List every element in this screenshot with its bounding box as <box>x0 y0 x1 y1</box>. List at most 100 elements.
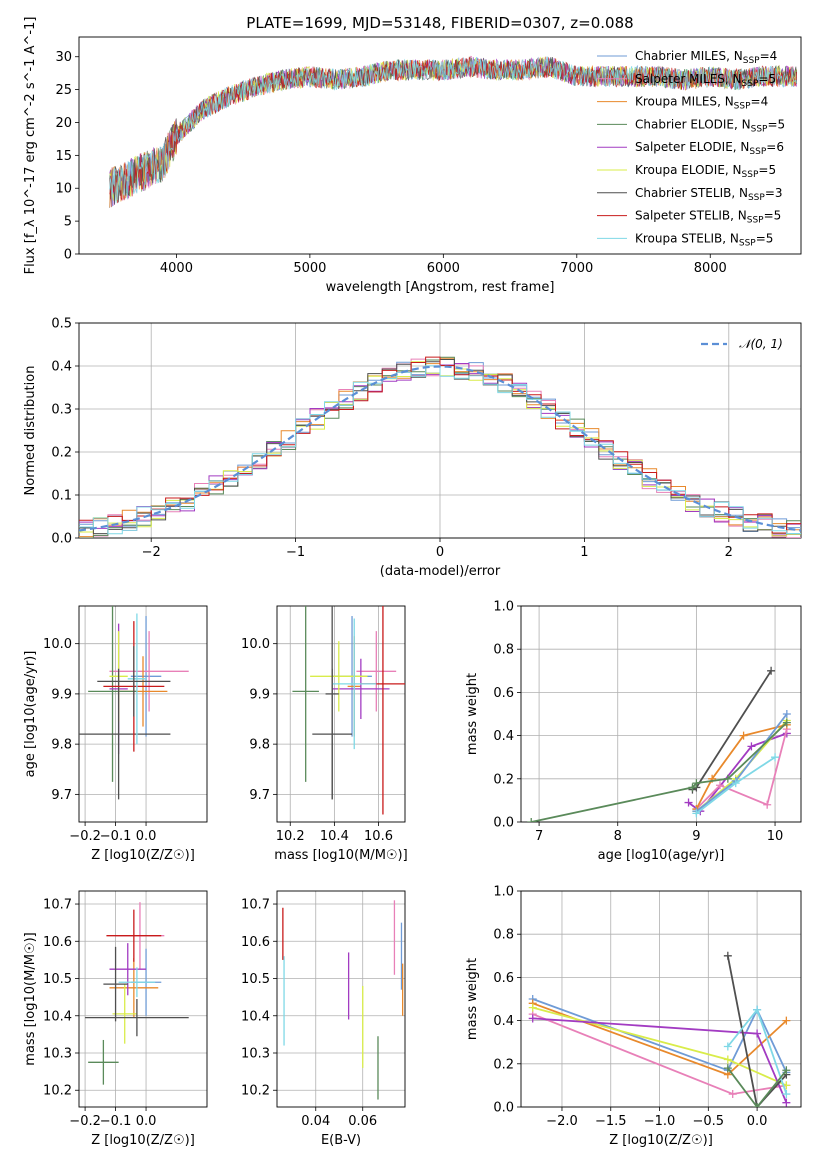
x-tick-label: −2.0 <box>546 1114 578 1129</box>
y-tick-label: 10.6 <box>43 935 72 950</box>
y-tick-label: 0.8 <box>493 643 514 658</box>
legend-label: Salpeter MILES, NSSP=5 <box>635 72 776 89</box>
weight-marker <box>527 818 536 822</box>
axes-spectrum: 4000 5000 6000 7000 8000 0 5 10 15 20 25 30 waveleng… <box>23 17 802 295</box>
y-tick-label: 1.0 <box>493 885 514 900</box>
axes-residuals: −2 −1 0 1 2 0.0 0.1 0.2 0.3 0.4 0.5 (data-model)/er… <box>23 317 802 579</box>
x-axis-label: Z [log10(Z/Z☉)] <box>609 1133 713 1148</box>
legend-nssp-sub: SSP <box>747 216 764 226</box>
legend-nssp-value: 5 <box>766 231 774 245</box>
weight-marker <box>715 781 724 790</box>
axes-weight_vs_age: 7 8 9 10 0.0 0.2 0.4 0.6 0.8 1.0 age [log10(age/yr… <box>465 600 802 863</box>
legend-nssp-value: 4 <box>770 49 778 63</box>
x-tick-label: 1 <box>580 545 588 560</box>
weight-marker <box>528 1014 537 1023</box>
legend-nssp-prefix: , N <box>730 209 747 223</box>
residuals-legend: 𝒩(0, 1) <box>701 337 783 351</box>
figure-title: PLATE=1699, MJD=53148, FIBERID=0307, z=0… <box>246 14 633 32</box>
x-axis-label: Z [log10(Z/Z☉)] <box>91 1133 195 1148</box>
y-axis-label: Normed distribution <box>23 366 38 496</box>
y-tick-label: 9.9 <box>51 687 72 702</box>
y-tick-label: 0.0 <box>51 532 72 547</box>
legend-nssp-sub: SSP <box>748 193 765 203</box>
x-tick-label: 2 <box>725 545 733 560</box>
legend-nssp-value: 6 <box>776 140 784 154</box>
weight-marker <box>763 800 772 809</box>
y-tick-label: 9.9 <box>249 687 270 702</box>
x-tick-label: 0.06 <box>348 1114 377 1129</box>
y-tick-label: 30 <box>55 50 72 65</box>
normal-curve <box>79 365 801 532</box>
weight-line <box>695 728 788 810</box>
legend-nssp-eq: = <box>766 140 776 154</box>
y-tick-label: 15 <box>55 149 72 164</box>
weight-marker <box>747 742 756 751</box>
weight-line <box>695 723 788 810</box>
legend-model: Salpeter STELIB <box>635 209 730 223</box>
y-axis-label: age [log10(age/yr)] <box>23 651 38 778</box>
y-tick-label: 10.7 <box>43 898 72 913</box>
weight-marker <box>753 1103 762 1107</box>
weight-marker <box>782 1066 791 1075</box>
legend-model: Kroupa ELODIE <box>635 163 725 177</box>
x-tick-label: 8 <box>614 829 622 844</box>
y-tick-label: 9.8 <box>51 738 72 753</box>
weight-line <box>727 1067 788 1107</box>
y-tick-label: 0.0 <box>493 1101 514 1116</box>
y-tick-label: 10.3 <box>241 1047 270 1062</box>
y-tick-label: 10.6 <box>241 935 270 950</box>
x-tick-label: 0.04 <box>301 1114 330 1129</box>
y-tick-label: 0.6 <box>493 971 514 986</box>
y-tick-label: 10 <box>55 182 72 197</box>
x-tick-label: −0.2 <box>69 829 101 844</box>
y-tick-label: 25 <box>55 83 72 98</box>
x-axis-label: E(B-V) <box>321 1133 361 1148</box>
legend-model: Chabrier ELODIE <box>635 117 734 131</box>
weight-marker <box>782 718 791 727</box>
weight-marker <box>723 774 732 783</box>
weight-line <box>532 998 788 1073</box>
weight-marker <box>528 1003 537 1012</box>
plot-area-age_vs_Z <box>79 606 189 800</box>
y-axis-label: mass [log10(M/M☉)] <box>23 932 38 1065</box>
legend-model: Salpeter MILES <box>635 72 725 86</box>
legend-label: Salpeter ELODIE, NSSP=6 <box>635 140 784 157</box>
x-axis-label: (data-model)/error <box>380 564 501 579</box>
plot-area-mass_vs_Z <box>85 902 189 1085</box>
legend-nssp-sub: SSP <box>743 56 760 66</box>
legend-label: Chabrier MILES, NSSP=4 <box>635 49 777 66</box>
x-tick-label: 10.2 <box>276 829 305 844</box>
legend-nssp-eq: = <box>751 95 761 109</box>
axes-frame <box>78 605 208 823</box>
histogram-step <box>79 365 801 535</box>
x-tick-label: 5000 <box>293 261 326 276</box>
weight-line <box>531 721 788 822</box>
legend-label: Salpeter STELIB, NSSP=5 <box>635 209 781 226</box>
weight-marker <box>739 731 748 740</box>
weight-marker <box>723 1064 732 1073</box>
plot-area-mass_vs_EBV <box>282 900 404 1100</box>
y-tick-label: 0.4 <box>493 1014 514 1029</box>
weight-marker <box>782 1098 791 1107</box>
axes-frame <box>78 322 802 539</box>
y-tick-label: 10.2 <box>43 1084 72 1099</box>
weight-marker <box>684 798 693 807</box>
weight-marker <box>723 1055 732 1064</box>
x-axis-label: age [log10(age/yr)] <box>598 848 725 863</box>
legend-nssp-eq: = <box>765 186 775 200</box>
x-tick-label: 10.6 <box>364 829 393 844</box>
y-tick-label: 1.0 <box>493 600 514 615</box>
x-tick-label: 10 <box>767 829 784 844</box>
y-tick-label: 9.7 <box>249 788 270 803</box>
legend-nssp-sub: SSP <box>751 124 768 134</box>
legend-label: Kroupa STELIB, NSSP=5 <box>635 231 773 248</box>
legend-model: Kroupa STELIB <box>635 231 722 245</box>
y-tick-label: 0.0 <box>493 816 514 831</box>
axes-frame <box>520 890 802 1108</box>
y-axis-label: mass weight <box>465 673 480 755</box>
legend-label: Chabrier ELODIE, NSSP=5 <box>635 117 785 134</box>
axes-frame <box>276 890 406 1108</box>
y-tick-label: 0.4 <box>51 360 72 375</box>
weight-marker <box>723 951 732 960</box>
